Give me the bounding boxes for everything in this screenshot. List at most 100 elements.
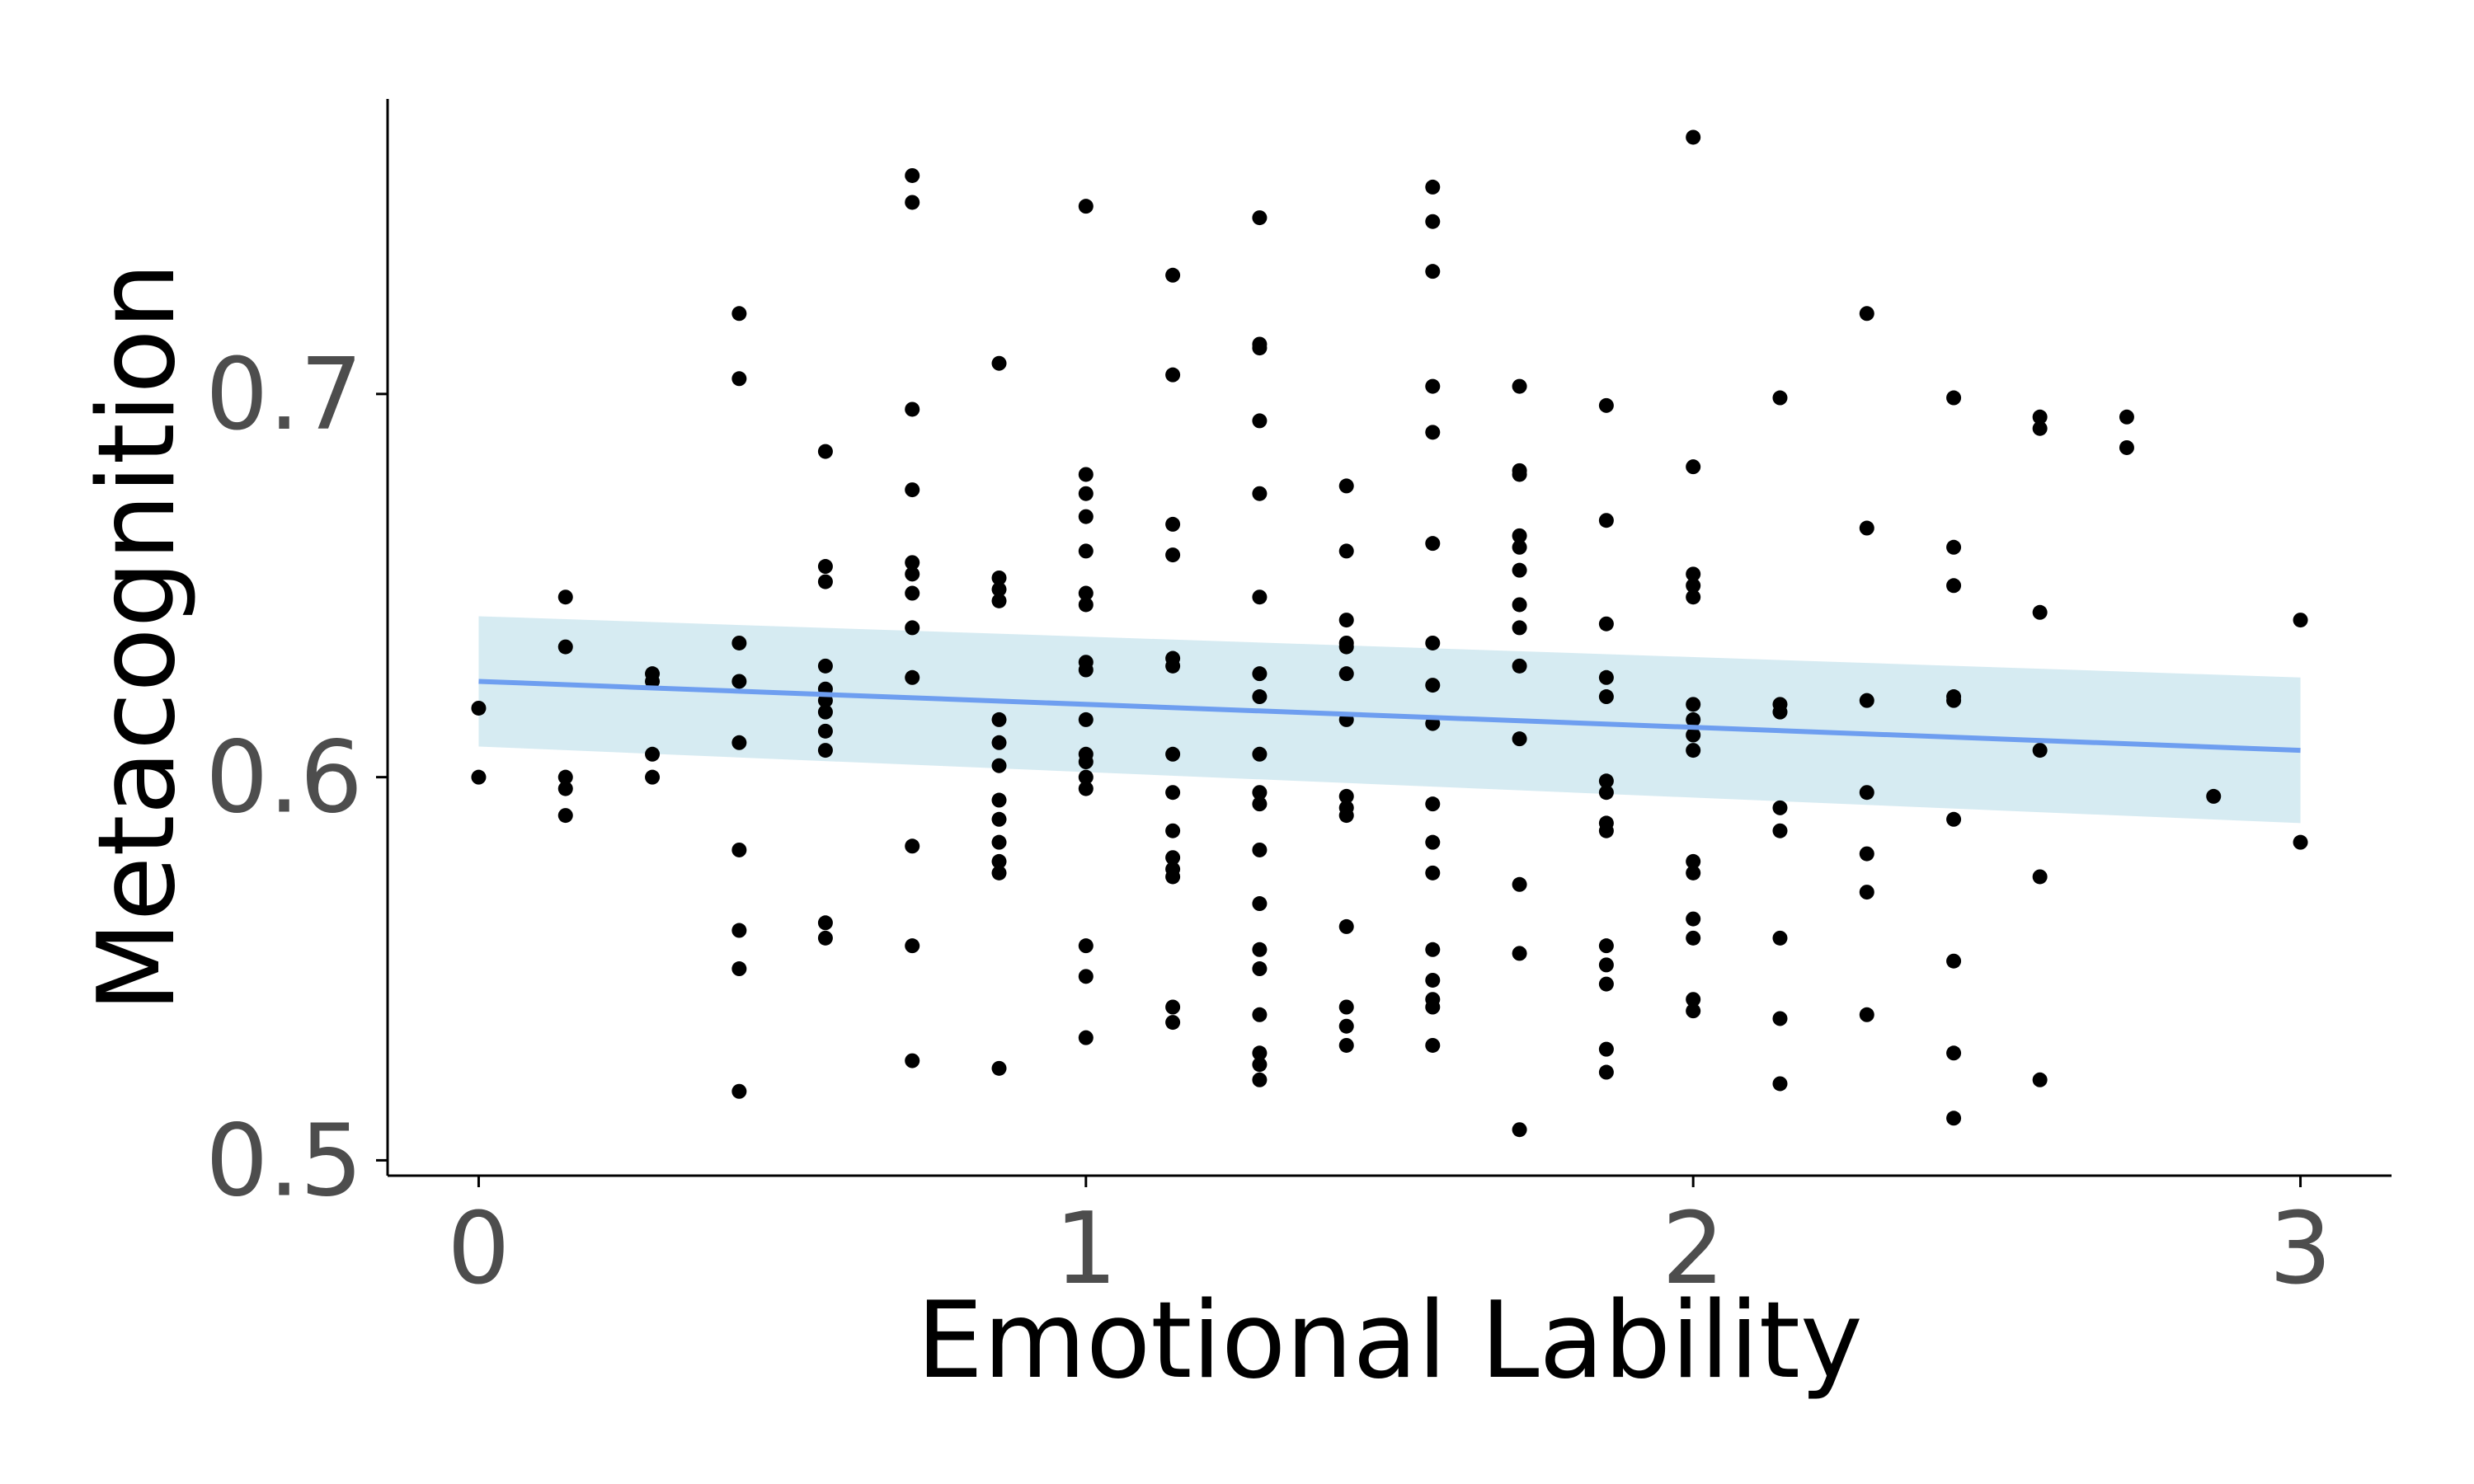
- data-point: [1686, 129, 1701, 145]
- data-point: [1772, 800, 1788, 815]
- data-point: [1425, 635, 1441, 650]
- data-point: [1686, 578, 1701, 594]
- data-point: [2119, 439, 2134, 455]
- data-point: [1425, 378, 1441, 394]
- data-point: [1338, 666, 1354, 682]
- data-point: [1598, 513, 1614, 528]
- x-tick-label: 1: [1055, 1192, 1117, 1307]
- data-point: [1078, 769, 1094, 785]
- data-point: [905, 938, 920, 954]
- data-point: [1252, 413, 1268, 429]
- data-point: [1078, 781, 1094, 796]
- data-point: [1425, 999, 1441, 1015]
- data-point: [1946, 578, 1962, 594]
- data-point: [1165, 746, 1181, 762]
- data-point: [557, 781, 573, 796]
- data-point: [1252, 1057, 1268, 1073]
- data-point: [1252, 961, 1268, 977]
- data-point: [1598, 669, 1614, 685]
- data-point: [1078, 1030, 1094, 1045]
- data-point: [2032, 420, 2048, 436]
- data-point: [2032, 604, 2048, 620]
- data-point: [1512, 467, 1527, 482]
- data-point: [1078, 938, 1094, 954]
- data-point: [1165, 869, 1181, 885]
- data-point: [557, 639, 573, 655]
- data-point: [1598, 689, 1614, 705]
- data-point: [1859, 306, 1874, 322]
- data-point: [1598, 823, 1614, 838]
- data-point: [817, 723, 833, 739]
- data-point: [905, 167, 920, 183]
- data-point: [731, 923, 747, 938]
- data-point: [905, 1053, 920, 1068]
- data-point: [1252, 1007, 1268, 1022]
- data-point: [1686, 930, 1701, 946]
- data-point: [905, 195, 920, 210]
- data-point: [1512, 378, 1527, 394]
- data-point: [991, 865, 1007, 881]
- data-point: [1686, 459, 1701, 475]
- data-point: [1252, 796, 1268, 812]
- data-point: [991, 853, 1007, 869]
- data-point: [817, 704, 833, 720]
- x-tick-label: 3: [2269, 1192, 2331, 1307]
- data-point: [1686, 992, 1701, 1007]
- data-point: [817, 444, 833, 459]
- data-point: [1338, 918, 1354, 934]
- data-point: [1686, 743, 1701, 758]
- data-point: [731, 371, 747, 387]
- data-point: [1252, 842, 1268, 857]
- data-point: [1946, 811, 1962, 827]
- data-point: [1772, 823, 1788, 838]
- data-point: [1425, 536, 1441, 552]
- data-point: [1252, 666, 1268, 682]
- data-point: [1252, 340, 1268, 356]
- data-point: [991, 593, 1007, 608]
- data-point: [1338, 1018, 1354, 1034]
- data-point: [1078, 754, 1094, 770]
- data-point: [1686, 865, 1701, 881]
- data-point: [1338, 639, 1354, 655]
- data-point: [731, 635, 747, 650]
- data-point: [1078, 662, 1094, 678]
- data-point: [1252, 210, 1268, 226]
- data-point: [1425, 865, 1441, 881]
- data-point: [1425, 264, 1441, 279]
- data-point: [1165, 547, 1181, 563]
- data-point: [1425, 214, 1441, 229]
- data-point: [1512, 658, 1527, 674]
- data-point: [1425, 972, 1441, 988]
- data-point: [905, 566, 920, 582]
- data-point: [2032, 409, 2048, 425]
- data-point: [1512, 620, 1527, 636]
- data-point: [991, 811, 1007, 827]
- y-tick-label: 0.5: [205, 1104, 363, 1219]
- y-axis-title: Metacognition: [76, 262, 199, 1012]
- data-point: [1078, 543, 1094, 559]
- data-point: [1598, 616, 1614, 632]
- data-point: [1252, 1072, 1268, 1087]
- data-point: [1512, 562, 1527, 578]
- data-point: [645, 746, 661, 762]
- data-point: [2032, 743, 2048, 758]
- data-point: [731, 1083, 747, 1099]
- data-point: [817, 574, 833, 589]
- data-point: [1512, 946, 1527, 961]
- data-point: [2032, 1072, 2048, 1087]
- data-point: [991, 758, 1007, 773]
- trend-line: [478, 679, 2301, 754]
- data-point: [991, 570, 1007, 585]
- data-point: [1338, 808, 1354, 824]
- data-point: [557, 769, 573, 785]
- data-point: [1772, 704, 1788, 720]
- data-point: [991, 735, 1007, 750]
- data-point: [1425, 179, 1441, 195]
- data-point: [1859, 520, 1874, 536]
- data-point: [1772, 1076, 1788, 1092]
- data-point: [1165, 850, 1181, 866]
- data-point: [1598, 397, 1614, 413]
- data-point: [991, 1060, 1007, 1076]
- data-point: [1252, 896, 1268, 912]
